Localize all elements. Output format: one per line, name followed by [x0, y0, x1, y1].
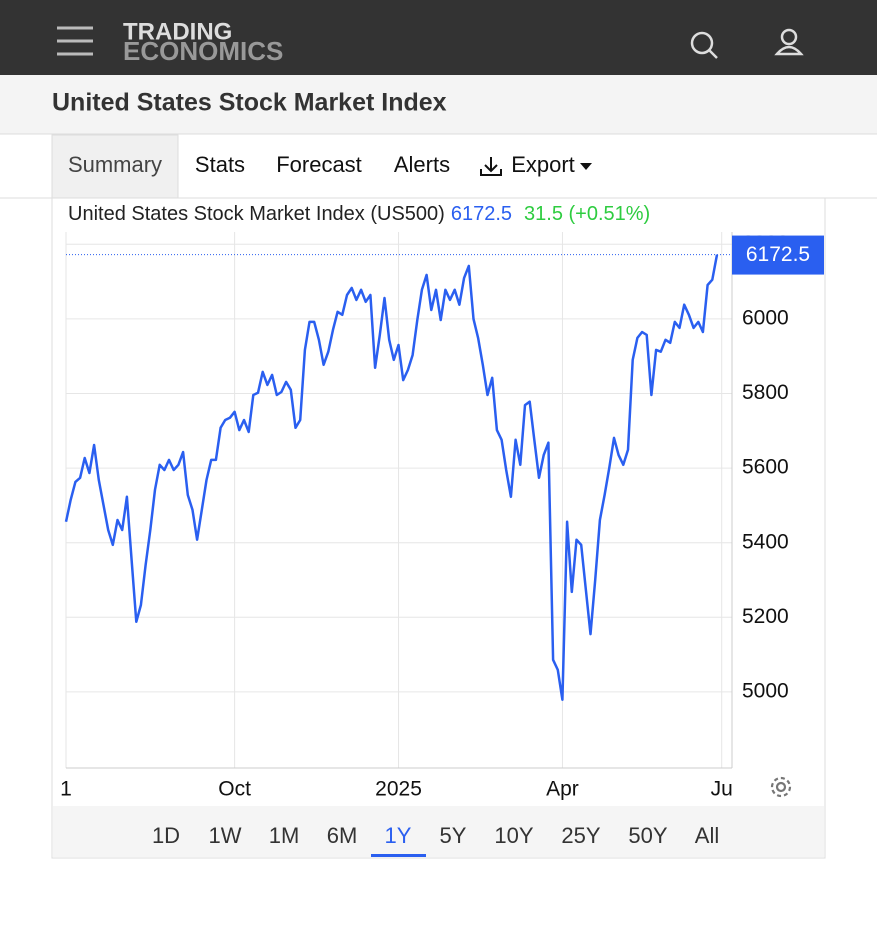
settings-icon[interactable] — [770, 776, 792, 798]
y-tick-label: 5400 — [742, 530, 789, 553]
active-range-underline — [371, 854, 426, 857]
range-button[interactable]: 1Y — [385, 823, 412, 848]
x-tick-label: Apr — [546, 778, 579, 801]
page-title: United States Stock Market Index — [52, 89, 447, 117]
price-line — [64, 254, 719, 701]
x-tick-label: 1 — [60, 778, 72, 801]
tab[interactable]: Stats — [195, 152, 245, 177]
title-bar — [0, 75, 877, 134]
legend-value: 6172.5 — [451, 203, 512, 225]
range-button[interactable]: 25Y — [561, 823, 600, 848]
range-button[interactable]: 1D — [152, 823, 180, 848]
x-tick-label: 2025 — [375, 778, 422, 801]
top-bar — [0, 0, 877, 75]
chart-box — [51, 197, 826, 859]
y-tick-label: 5600 — [742, 456, 789, 479]
export-icon — [480, 157, 502, 176]
logo-bottom[interactable]: ECONOMICS — [123, 36, 283, 66]
tab[interactable]: Alerts — [394, 152, 450, 177]
user-icon[interactable] — [774, 28, 804, 56]
legend: United States Stock Market Index (US500)… — [68, 203, 650, 225]
legend-name: United States Stock Market Index (US500) — [68, 203, 445, 225]
tab[interactable]: Forecast — [276, 152, 362, 177]
x-tick-label: Ju — [711, 778, 733, 801]
y-tick-label: 5800 — [742, 381, 789, 404]
last-price-badge — [732, 235, 824, 275]
range-button[interactable]: 50Y — [628, 823, 667, 848]
range-bar — [53, 806, 824, 857]
logo-top[interactable]: TRADING — [123, 18, 232, 45]
tab[interactable]: Summary — [68, 152, 162, 177]
caret — [580, 163, 592, 170]
range-button[interactable]: 5Y — [440, 823, 467, 848]
x-tick-label: Oct — [218, 778, 251, 801]
y-tick-label: 5200 — [742, 605, 789, 628]
range-button[interactable]: 1M — [269, 823, 300, 848]
range-button[interactable]: All — [695, 823, 719, 848]
tab[interactable]: Export — [511, 152, 575, 177]
last-price-label: 6172.5 — [746, 243, 810, 266]
legend-change: 31.5 (+0.51%) — [524, 203, 650, 225]
y-tick-label: 6000 — [742, 306, 789, 329]
search-icon[interactable] — [690, 31, 718, 59]
range-button[interactable]: 6M — [327, 823, 358, 848]
range-button[interactable]: 10Y — [494, 823, 533, 848]
y-tick-label: 5000 — [742, 679, 789, 702]
menu-button[interactable] — [57, 26, 93, 56]
range-button[interactable]: 1W — [209, 823, 242, 848]
